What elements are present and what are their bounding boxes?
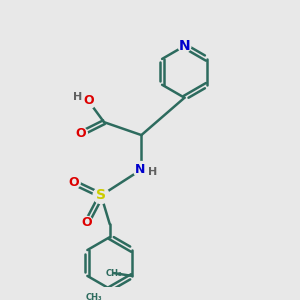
Text: O: O bbox=[83, 94, 94, 107]
Text: N: N bbox=[179, 39, 190, 53]
Text: CH₃: CH₃ bbox=[85, 293, 102, 300]
Text: O: O bbox=[82, 216, 92, 229]
Text: CH₃: CH₃ bbox=[105, 268, 122, 278]
Text: O: O bbox=[76, 127, 86, 140]
Circle shape bbox=[68, 176, 80, 189]
Text: S: S bbox=[96, 188, 106, 203]
Text: N: N bbox=[135, 163, 145, 176]
Circle shape bbox=[80, 216, 93, 229]
Text: O: O bbox=[68, 176, 79, 189]
Text: H: H bbox=[73, 92, 82, 102]
Circle shape bbox=[75, 127, 87, 140]
Circle shape bbox=[80, 92, 96, 109]
Circle shape bbox=[133, 161, 149, 178]
Circle shape bbox=[178, 40, 191, 52]
Text: H: H bbox=[148, 167, 157, 177]
Circle shape bbox=[93, 188, 109, 203]
